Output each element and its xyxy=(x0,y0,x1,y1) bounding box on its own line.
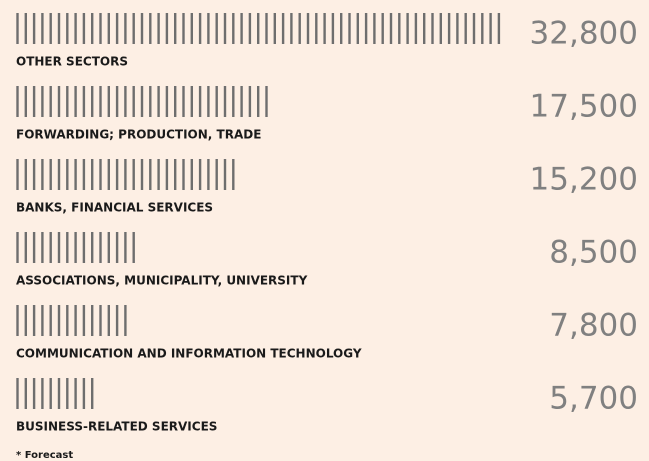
value-label: 5,700 xyxy=(549,381,638,417)
bar xyxy=(16,159,235,190)
value-label: 15,200 xyxy=(530,162,638,198)
category-label: FORWARDING; PRODUCTION, TRADE xyxy=(16,128,261,142)
value-label: 8,500 xyxy=(549,235,638,271)
value-label: 17,500 xyxy=(530,89,638,125)
category-label: COMMUNICATION AND INFORMATION TECHNOLOGY xyxy=(16,347,362,361)
bar xyxy=(16,232,135,263)
bar xyxy=(16,13,501,44)
category-label: BUSINESS-RELATED SERVICES xyxy=(16,420,217,434)
bar xyxy=(16,378,94,409)
value-label: 7,800 xyxy=(549,308,638,344)
category-label: ASSOCIATIONS, MUNICIPALITY, UNIVERSITY xyxy=(16,274,308,288)
category-label: BANKS, FINANCIAL SERVICES xyxy=(16,201,213,215)
bar xyxy=(16,305,127,336)
value-label: 32,800 xyxy=(530,16,638,52)
bar xyxy=(16,86,268,117)
footnote: * Forecast xyxy=(16,450,73,461)
category-label: OTHER SECTORS xyxy=(16,55,128,69)
